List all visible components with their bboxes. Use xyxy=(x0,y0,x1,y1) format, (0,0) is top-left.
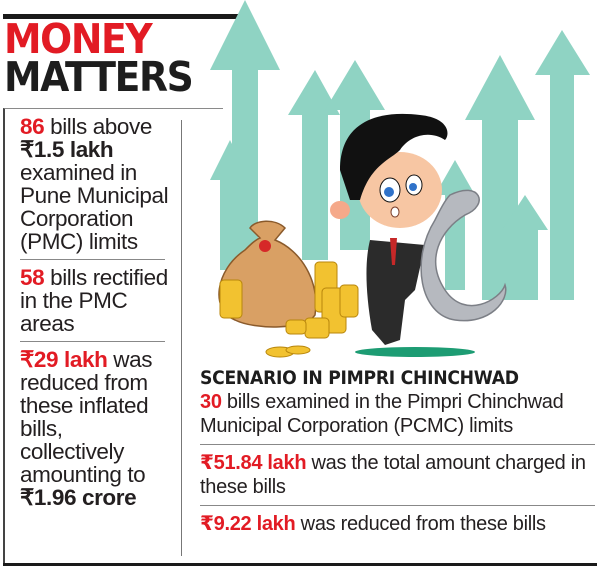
stat-text: was the total amount charged in these bi… xyxy=(200,452,586,498)
pcmc-heading: SCENARIO IN PIMPRI CHINCHWAD xyxy=(200,368,519,389)
bottom-rule xyxy=(3,563,597,566)
illustration xyxy=(210,0,590,358)
stat-number: 58 xyxy=(20,265,45,290)
pmc-stat-bills-examined: 86 bills above ₹1.5 lakh examined in Pun… xyxy=(20,115,170,253)
pmc-stat-amount-reduced: ₹29 lakh was reduced from these inflated… xyxy=(20,348,170,509)
businessman-icon xyxy=(330,113,448,345)
headline-line-1: MONEY xyxy=(4,15,153,63)
stat-amount: ₹1.96 crore xyxy=(20,485,137,510)
pcmc-stat-total-charged: ₹51.84 lakh was the total amount charged… xyxy=(200,451,598,499)
stat-text: bills examined in the Pimpri Chinchwad M… xyxy=(200,391,564,437)
stat-number: 86 xyxy=(20,114,45,139)
pcmc-panel: SCENARIO IN PIMPRI CHINCHWAD 30 bills ex… xyxy=(200,368,598,536)
pcmc-stat-bills-examined: 30 bills examined in the Pimpri Chinchwa… xyxy=(200,390,598,438)
pmc-panel-frame xyxy=(3,108,223,563)
divider xyxy=(20,341,165,342)
stat-number: 30 xyxy=(200,391,222,413)
column-divider xyxy=(181,120,182,556)
pcmc-stat-amount-reduced: ₹9.22 lakh was reduced from these bills xyxy=(200,512,598,536)
stat-text: was reduced from these bills xyxy=(295,513,546,535)
pmc-stats: 86 bills above ₹1.5 lakh examined in Pun… xyxy=(20,115,170,509)
stat-text: bills rectified in the PMC areas xyxy=(20,265,168,336)
headline-line-2: MATTERS xyxy=(4,53,194,101)
stat-amount: ₹1.5 lakh xyxy=(20,137,114,162)
top-rule xyxy=(3,14,246,19)
stat-number: ₹51.84 lakh xyxy=(200,452,307,474)
stat-text: bills above xyxy=(44,114,153,139)
pmc-stat-bills-rectified: 58 bills rectified in the PMC areas xyxy=(20,266,170,335)
stat-text: was reduced from these inflated bills, c… xyxy=(20,347,153,487)
headline: MONEY MATTERS xyxy=(4,15,194,101)
bill-scroll-icon xyxy=(420,189,507,322)
shadow xyxy=(355,347,475,357)
divider xyxy=(20,259,165,260)
coin-stack-icon xyxy=(219,261,359,358)
divider xyxy=(200,444,595,445)
stat-number: ₹9.22 lakh xyxy=(200,513,296,535)
stat-text: examined in Pune Municipal Corporation (… xyxy=(20,160,169,254)
stat-number: ₹29 lakh xyxy=(20,347,108,372)
divider xyxy=(200,505,595,506)
